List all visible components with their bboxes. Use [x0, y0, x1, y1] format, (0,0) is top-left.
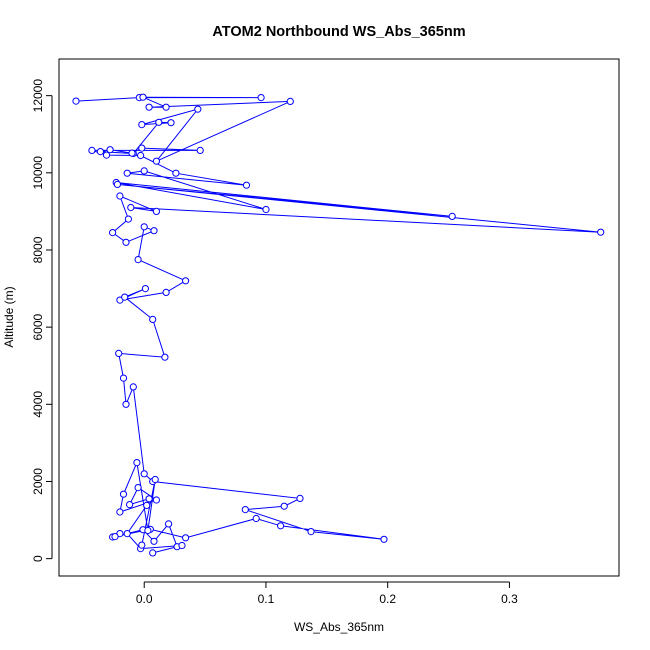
data-point: [150, 537, 158, 545]
data-point: [257, 94, 265, 102]
data-point: [152, 157, 160, 165]
data-point: [113, 180, 122, 188]
y-axis: 0 2000 4000 6000 8000 10000 12000: [31, 79, 53, 562]
data-point: [139, 93, 147, 101]
data-point: [144, 526, 152, 535]
data-point: [96, 148, 105, 156]
y-tick-label: 0: [31, 555, 45, 562]
data-point: [138, 541, 146, 549]
x-tick-label: 0.3: [501, 592, 518, 606]
data-point: [182, 277, 190, 285]
data-point: [138, 144, 146, 152]
data-point: [380, 535, 388, 543]
data-point: [124, 215, 132, 223]
data-point: [138, 121, 146, 129]
series-line: [75, 96, 601, 554]
data-point: [182, 534, 190, 542]
data-point: [178, 541, 186, 550]
data-point: [162, 103, 170, 111]
data-point: [145, 103, 153, 111]
data-point: [119, 374, 128, 382]
data-point: [152, 496, 160, 504]
data-point: [296, 494, 304, 502]
data-point: [111, 533, 119, 541]
data-point: [133, 459, 141, 467]
data-point: [129, 383, 137, 391]
y-tick-label: 10000: [31, 156, 45, 190]
data-point: [196, 146, 204, 154]
data-point: [151, 475, 159, 484]
data-point: [134, 256, 142, 264]
data-point: [145, 495, 153, 503]
data-point: [241, 506, 249, 514]
y-axis-label: Altitude (m): [2, 286, 16, 347]
x-tick-label: 0.2: [379, 592, 396, 606]
data-point: [121, 293, 129, 301]
data-point: [448, 212, 456, 220]
y-tick-label: 12000: [31, 79, 45, 113]
data-point: [141, 285, 149, 293]
data-point: [122, 238, 130, 246]
data-point: [127, 203, 135, 212]
data-point: [122, 400, 130, 408]
data-point: [72, 97, 80, 105]
data-point: [167, 119, 175, 127]
data-point: [140, 470, 148, 478]
x-axis: 0.0 0.1 0.2 0.3: [136, 581, 518, 606]
data-point: [252, 514, 260, 523]
data-point: [116, 508, 124, 516]
plot-area: [58, 58, 620, 577]
x-axis-label: WS_Abs_365nm: [294, 620, 384, 634]
data-point: [149, 315, 157, 323]
data-point: [277, 522, 285, 530]
data-point: [106, 146, 114, 154]
y-tick-label: 2000: [31, 468, 45, 495]
data-point: [88, 146, 96, 154]
data-point: [242, 181, 251, 189]
data-point: [280, 502, 288, 510]
data-point: [137, 151, 145, 160]
data-point: [102, 151, 111, 159]
x-tick-label: 0.0: [136, 592, 153, 606]
data-point: [172, 169, 180, 177]
data-point: [134, 484, 142, 492]
data-point: [123, 530, 131, 538]
data-point: [262, 205, 270, 214]
data-series: [72, 93, 605, 557]
data-point: [140, 223, 148, 231]
data-point: [161, 353, 169, 361]
data-point: [152, 207, 160, 215]
data-point: [155, 118, 163, 126]
data-point: [162, 288, 170, 296]
data-point: [140, 167, 148, 175]
data-point: [307, 528, 315, 536]
data-point: [149, 549, 157, 557]
data-point: [286, 97, 294, 106]
data-point: [143, 501, 151, 509]
y-tick-label: 8000: [31, 236, 45, 263]
y-tick-label: 4000: [31, 391, 45, 418]
y-tick-label: 6000: [31, 313, 45, 340]
data-point: [109, 229, 117, 237]
data-point: [119, 490, 128, 498]
data-point: [123, 169, 131, 177]
data-point: [116, 192, 124, 200]
data-point: [115, 349, 123, 357]
chart-title: ATOM2 Northbound WS_Abs_365nm: [212, 24, 465, 40]
data-point: [150, 227, 158, 235]
data-point: [126, 501, 134, 509]
data-point: [194, 105, 202, 113]
data-point: [597, 228, 605, 236]
data-point: [165, 520, 173, 528]
data-point: [128, 149, 136, 157]
x-tick-label: 0.1: [258, 592, 275, 606]
